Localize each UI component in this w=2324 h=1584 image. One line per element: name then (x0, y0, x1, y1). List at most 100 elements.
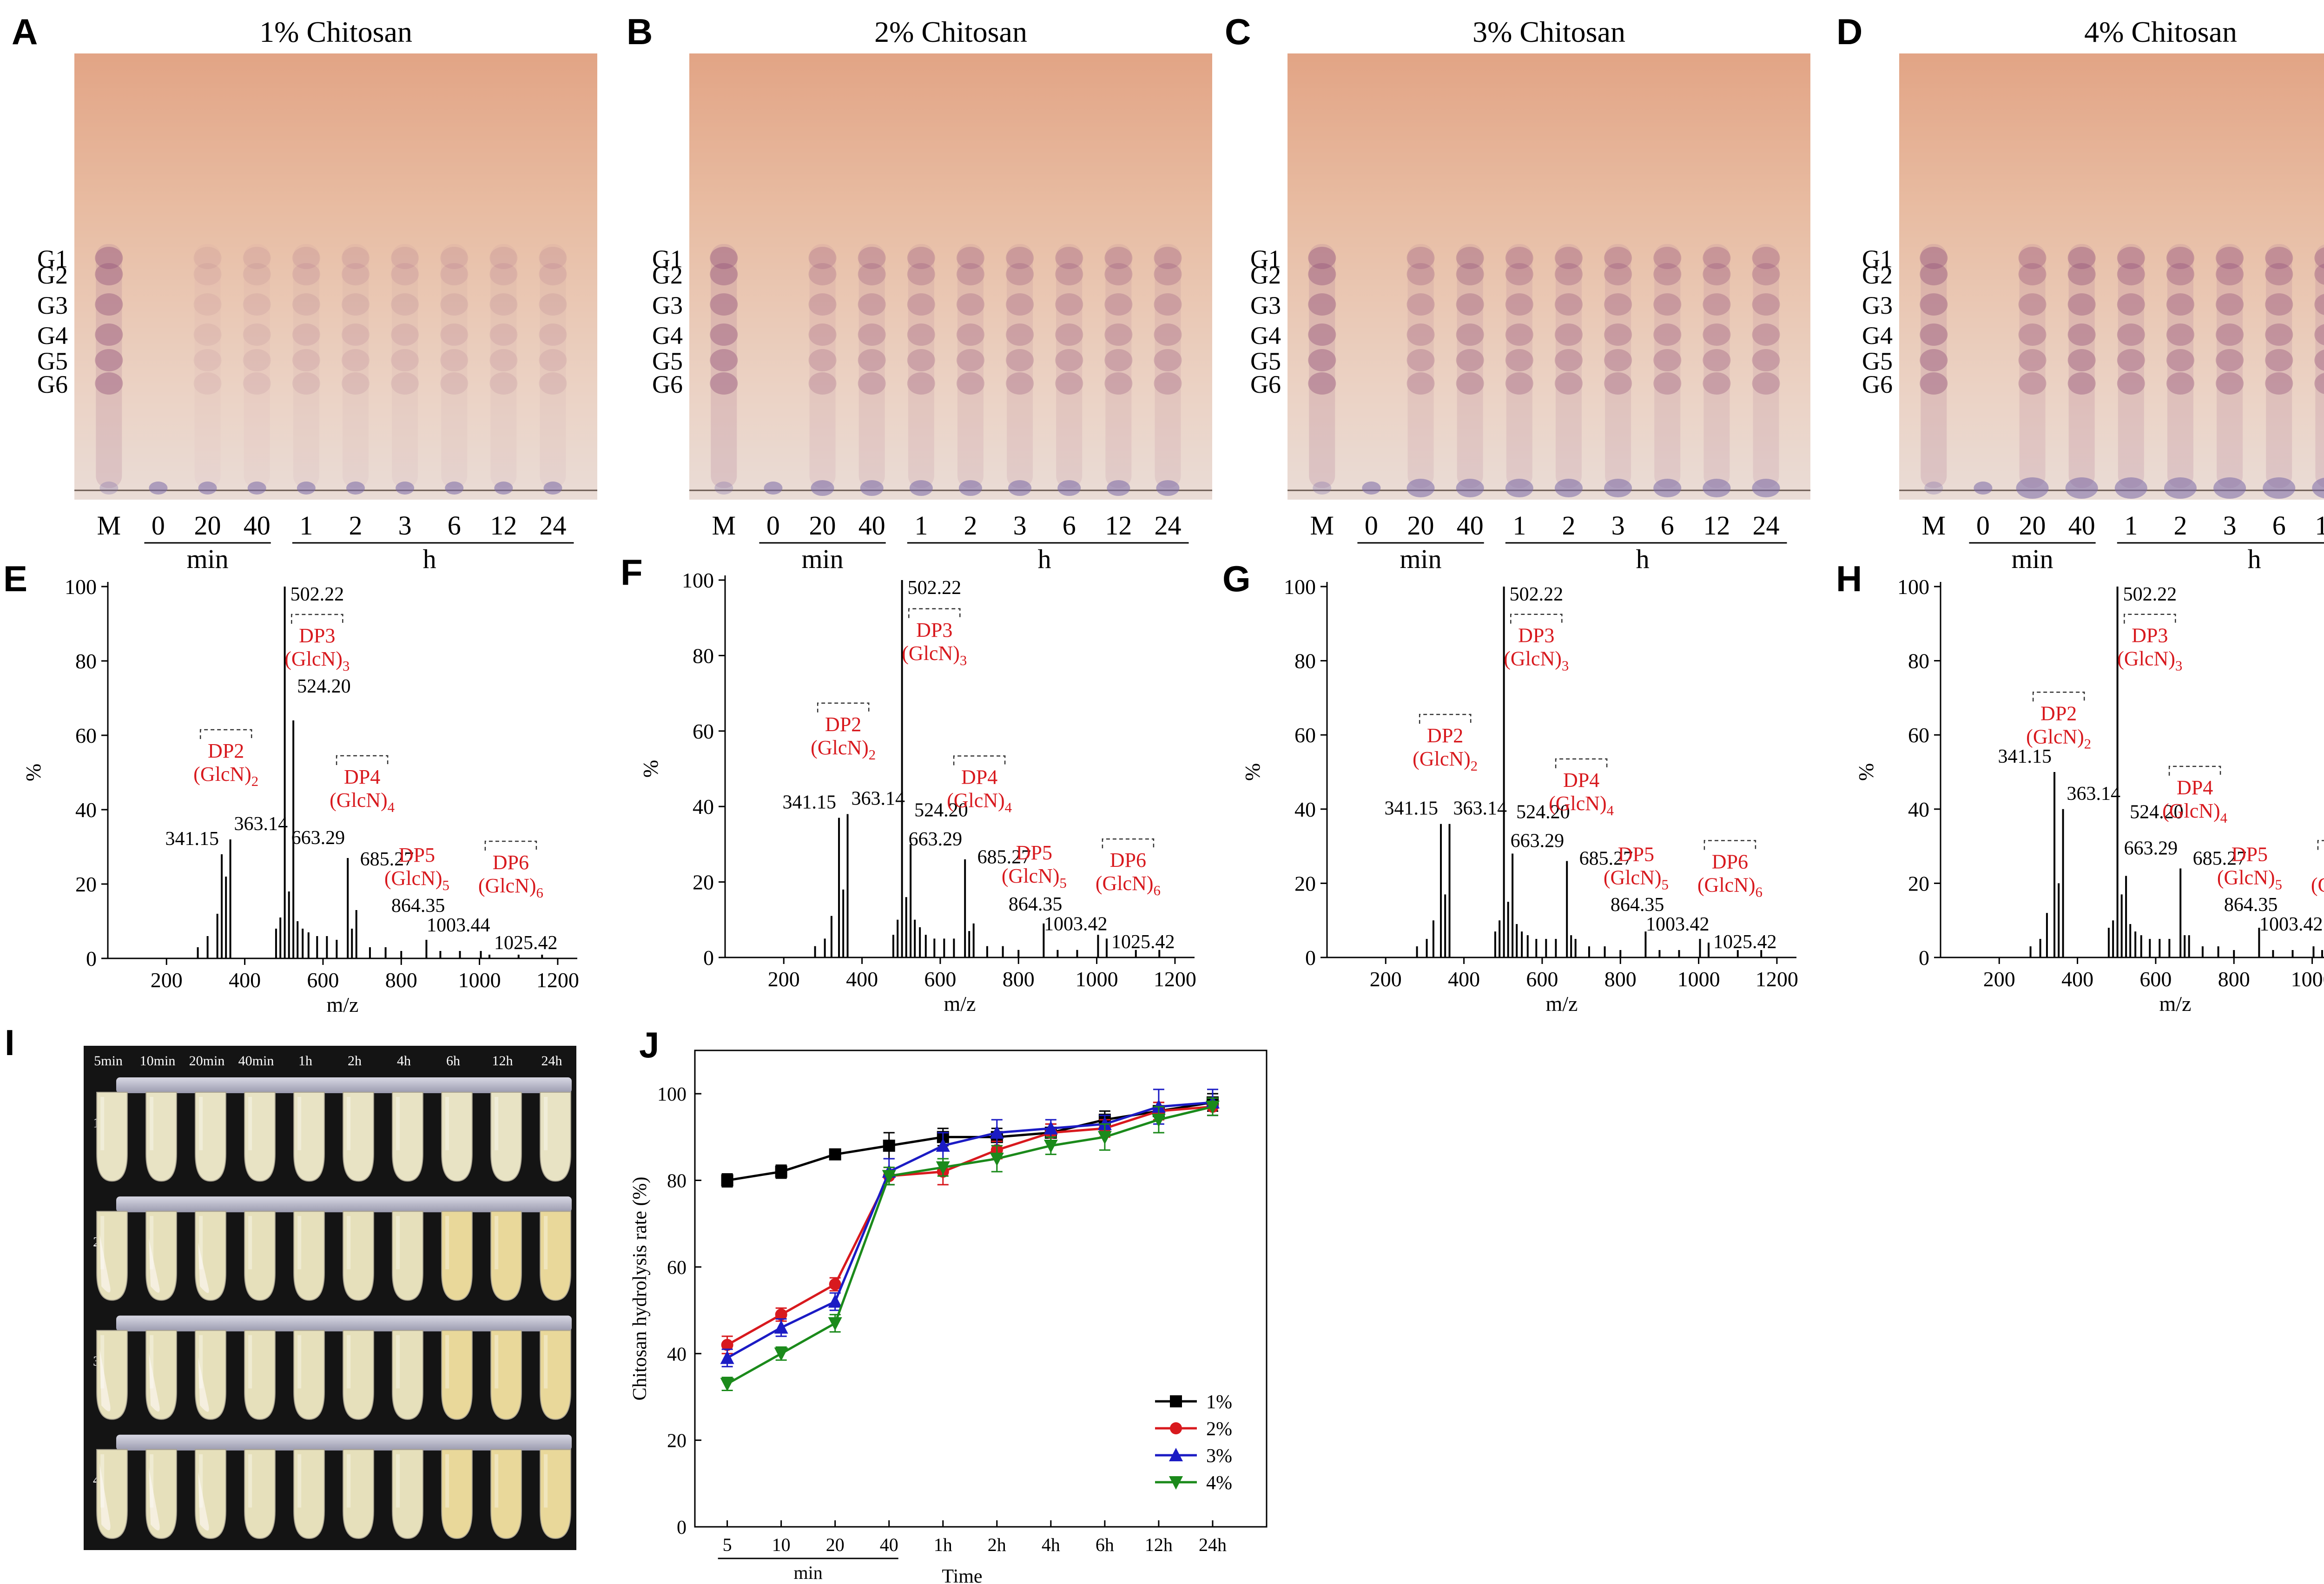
marker-triangle-down (882, 1170, 896, 1184)
tube-highlight (495, 1097, 499, 1150)
tube (490, 1211, 522, 1301)
tlc-spot (1505, 372, 1533, 395)
tlc-spot (2067, 293, 2096, 316)
plot-frame (694, 1049, 1268, 1528)
dp-bracket (1555, 758, 1608, 768)
tube-time-label: 20min (189, 1053, 225, 1069)
band-label: G2 (652, 261, 683, 289)
dp-formula-text: (GlcN) (478, 874, 536, 897)
tube-time-label: 12h (492, 1053, 513, 1069)
tlc-spot (1752, 349, 1780, 371)
y-tick-label: 40 (1294, 798, 1316, 821)
tlc-spot (1406, 263, 1435, 285)
tlc-spot (1456, 349, 1484, 371)
lane-streak (957, 244, 984, 488)
tlc-spot (2018, 293, 2047, 316)
series-1%: 1% (721, 1093, 1232, 1413)
y-axis-label: % (1241, 763, 1264, 781)
x-tick-label: 4h (1042, 1534, 1060, 1555)
marker-triangle-down (720, 1378, 734, 1392)
tube-highlight (544, 1335, 548, 1389)
tube-highlight (347, 1454, 351, 1508)
tube-highlight (544, 1097, 548, 1150)
tube-highlight (248, 1454, 252, 1508)
hydrolysis-line-chart: J 0 20 40 60 80 100 5 10 20 40 1h 2h 4h 6h 12h 24h min Tim… (629, 1024, 1268, 1584)
tlc-spot (2265, 293, 2293, 316)
tlc-spot (391, 263, 419, 285)
tube (244, 1092, 276, 1182)
lane-streak (392, 244, 418, 488)
origin-spot (198, 482, 217, 495)
band-label: G3 (37, 291, 68, 319)
peak-label: 502.22 (908, 577, 962, 599)
tlc-spot (95, 293, 123, 316)
tube-highlight (199, 1216, 203, 1269)
tlc-spot (2314, 373, 2324, 394)
tlc-spot (1554, 247, 1583, 269)
band-label: G1 (652, 245, 683, 273)
lane-label: 20 (2019, 510, 2046, 541)
lane-label: 2 (1562, 510, 1575, 541)
marker-square (883, 1140, 895, 1152)
tube-highlight (100, 1097, 105, 1150)
tlc-spot (1604, 293, 1632, 316)
tlc-spot (2314, 294, 2324, 315)
x-tick-label: 400 (846, 967, 878, 991)
tlc-spot (193, 349, 222, 371)
peak-label: 1025.42 (1713, 931, 1777, 953)
x-tick-label: 6h (1096, 1534, 1114, 1555)
tube-highlight (297, 1454, 302, 1508)
origin-spot (1057, 480, 1081, 496)
tlc-spot (489, 247, 518, 269)
tube-highlight (150, 1335, 154, 1389)
peak-label: 864.35 (391, 895, 445, 917)
dp-formula-text: (GlcN) (1413, 747, 1471, 770)
tlc-spot (1604, 349, 1632, 371)
marker-triangle-down (936, 1161, 950, 1175)
dp-label: DP4 (1563, 769, 1599, 792)
lane-streak (1753, 244, 1779, 488)
peak-label: 363.14 (852, 788, 905, 809)
dp-formula: (GlcN)6 (2311, 873, 2324, 900)
tlc-spot (1604, 263, 1632, 285)
tlc-spot (440, 293, 469, 316)
dp-formula-text: (GlcN) (1549, 792, 1607, 815)
peak-label: 685.27 (977, 847, 1031, 868)
legend-label: 1% (1206, 1392, 1232, 1413)
origin-spot (1505, 479, 1533, 497)
tube (490, 1092, 522, 1182)
dp-label: DP6 (1712, 850, 1748, 873)
dp-formula-text: (GlcN) (384, 867, 442, 890)
tlc-spot (2265, 372, 2293, 395)
tlc-spot (2166, 323, 2194, 346)
y-axis-label: Chitosan hydrolysis rate (%) (629, 1177, 651, 1401)
tlc-spot (1308, 247, 1336, 269)
tlc-spot (956, 323, 984, 346)
dp-formula: (GlcN)5 (1002, 865, 1067, 891)
tube-cap-strip (116, 1434, 572, 1451)
peak-label: 341.15 (783, 792, 837, 813)
dp-label: DP3 (1518, 624, 1554, 647)
x-tick-label: 5 (723, 1534, 732, 1555)
lane-label: 24 (1154, 510, 1181, 541)
lane-label: 0 (766, 510, 780, 541)
lane-streak (1056, 244, 1083, 488)
tlc-spot (440, 247, 469, 269)
dp-formula-sub: 3 (2175, 658, 2182, 674)
tlc-spot (539, 247, 567, 269)
tlc-spot (2117, 372, 2145, 395)
tube-time-label: 10min (140, 1053, 176, 1069)
tlc-spot (2117, 323, 2145, 346)
tlc-spot (1554, 349, 1583, 371)
peak-label: 524.20 (297, 676, 351, 697)
tube-time-label: 4h (397, 1053, 411, 1069)
tlc-spot (1055, 323, 1083, 346)
peak-label: 685.27 (1579, 848, 1633, 869)
lane-label: 1 (2124, 510, 2138, 541)
tlc-spot (2117, 247, 2145, 269)
tlc-spot (1406, 247, 1435, 269)
tlc-spot (2067, 263, 2096, 285)
tlc-spot (391, 323, 419, 346)
